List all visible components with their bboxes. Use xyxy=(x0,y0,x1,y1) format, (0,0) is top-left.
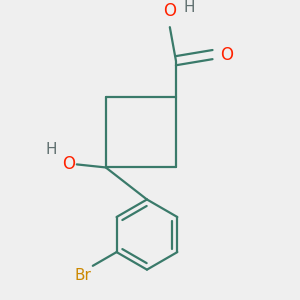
Text: O: O xyxy=(163,2,176,20)
Text: Br: Br xyxy=(74,268,91,283)
Text: O: O xyxy=(62,155,75,173)
Text: H: H xyxy=(46,142,57,157)
Text: H: H xyxy=(184,0,195,15)
Text: O: O xyxy=(220,46,233,64)
